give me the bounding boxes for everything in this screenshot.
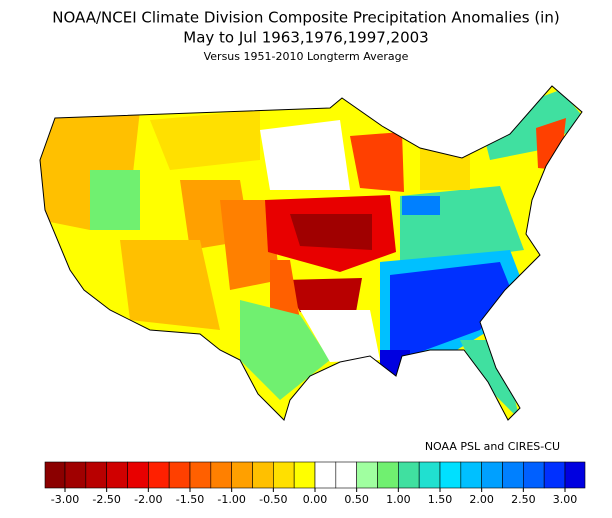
colorbar-tick-label: 0.50 bbox=[344, 493, 369, 506]
map bbox=[40, 86, 582, 420]
colorbar-tick-label: 1.50 bbox=[428, 493, 453, 506]
colorbar-box bbox=[168, 461, 191, 489]
colorbar-box bbox=[418, 461, 441, 489]
colorbar-box bbox=[44, 461, 66, 489]
colorbar-box bbox=[148, 461, 170, 489]
colorbar-box bbox=[64, 461, 87, 489]
colorbar-box bbox=[502, 461, 524, 489]
colorbar-tick-label: -0.50 bbox=[259, 493, 287, 506]
colorbar-tick-label: 0.00 bbox=[303, 493, 328, 506]
colorbar-tick-label: -3.00 bbox=[51, 493, 79, 506]
colorbar-box bbox=[273, 461, 295, 489]
colorbar-box bbox=[85, 461, 107, 489]
colorbar-box bbox=[335, 461, 357, 489]
colorbar-box bbox=[356, 461, 378, 489]
period: May to Jul 1963,1976,1997,2003 bbox=[183, 29, 428, 47]
credit: NOAA PSL and CIRES-CU bbox=[425, 440, 560, 453]
colorbar-box bbox=[377, 461, 399, 489]
colorbar-box bbox=[543, 461, 566, 489]
colorbar-box bbox=[189, 461, 212, 489]
colorbar-box bbox=[106, 461, 128, 489]
colorbar-tick-label: -2.50 bbox=[92, 493, 120, 506]
colorbar-tick-label: -1.00 bbox=[217, 493, 245, 506]
colorbar-box bbox=[210, 461, 232, 489]
colorbar-tick-label: 2.50 bbox=[511, 493, 536, 506]
colorbar-box bbox=[523, 461, 545, 489]
colorbar: -3.00 -2.50 -2.00 -1.50 -1.00 -0.50 0.00 0.50 1.… bbox=[44, 461, 586, 506]
colorbar-box bbox=[252, 461, 274, 489]
colorbar-box bbox=[314, 461, 337, 489]
colorbar-box bbox=[398, 461, 420, 489]
colorbar-box bbox=[231, 461, 253, 489]
colorbar-tick-label: -2.00 bbox=[134, 493, 162, 506]
colorbar-tick-label: 3.00 bbox=[553, 493, 578, 506]
colorbar-tick-label: 1.00 bbox=[386, 493, 411, 506]
colorbar-box bbox=[481, 461, 503, 489]
colorbar-tick-label: -1.50 bbox=[176, 493, 204, 506]
baseline: Versus 1951-2010 Longterm Average bbox=[204, 50, 409, 63]
us-outline bbox=[39, 85, 583, 421]
colorbar-box bbox=[564, 461, 586, 489]
colorbar-box bbox=[439, 461, 462, 489]
colorbar-box bbox=[293, 461, 316, 489]
colorbar-tick-label: 2.00 bbox=[469, 493, 494, 506]
title: NOAA/NCEI Climate Division Composite Pre… bbox=[52, 9, 559, 27]
colorbar-box bbox=[460, 461, 482, 489]
colorbar-box bbox=[127, 461, 149, 489]
